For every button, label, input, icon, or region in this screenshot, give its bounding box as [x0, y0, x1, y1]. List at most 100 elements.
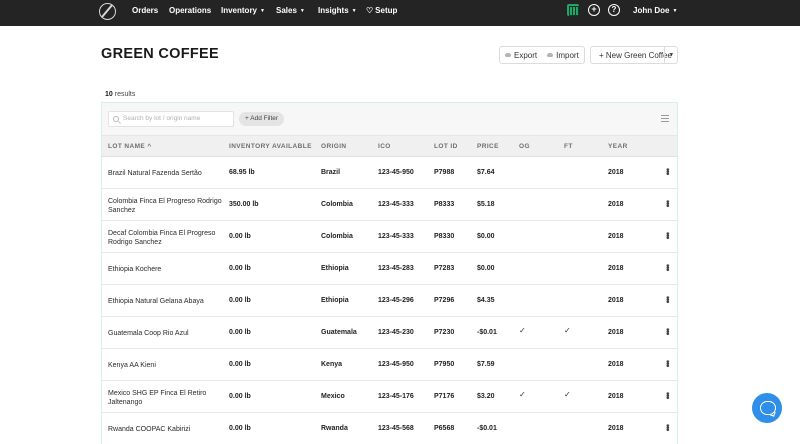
- help-chat-button[interactable]: [752, 393, 782, 423]
- cell-inventory: 68.95 lb: [229, 169, 255, 176]
- cell-price: $7.59: [477, 361, 495, 368]
- table-row[interactable]: Kenya AA Kieni 0.00 lb Kenya 123-45-950 P795…: [102, 349, 677, 381]
- cell-origin: Colombia: [321, 201, 353, 208]
- nav-orders[interactable]: Orders: [132, 6, 158, 15]
- column-header-year[interactable]: YEAR: [608, 143, 628, 150]
- row-actions-kebab-icon[interactable]: •••: [663, 392, 673, 399]
- import-button[interactable]: Import: [542, 47, 584, 63]
- row-actions-kebab-icon[interactable]: •••: [663, 424, 673, 431]
- cell-lot-id: P7296: [434, 297, 455, 304]
- cell-origin: Guatemala: [321, 329, 357, 336]
- cell-price: $3.20: [477, 393, 495, 400]
- nav-sales-label: Sales: [276, 6, 297, 15]
- cell-lot-name[interactable]: Guatemala Coop Rio Azul: [108, 330, 189, 337]
- search-input[interactable]: Search by lot / origin name: [108, 111, 234, 127]
- chevron-down-icon: ▼: [299, 8, 305, 14]
- row-actions-kebab-icon[interactable]: •••: [663, 264, 673, 271]
- cell-lot-id: P7176: [434, 393, 455, 400]
- column-header-lot-id[interactable]: LOT ID: [434, 143, 458, 150]
- column-label: LOT NAME: [108, 143, 146, 150]
- table-row[interactable]: Decaf Colombia Finca El Progreso Rodrigo…: [102, 221, 677, 253]
- table-row[interactable]: Ethiopia Kochere 0.00 lb Ethiopia 123-45-28…: [102, 253, 677, 285]
- chevron-down-icon: ▼: [672, 8, 678, 14]
- cell-lot-name[interactable]: Brazil Natural Fazenda Sertão: [108, 170, 202, 177]
- nav-inventory[interactable]: Inventory ▼: [221, 6, 265, 15]
- cell-ico: 123-45-568: [378, 425, 414, 432]
- column-header-ico[interactable]: ICO: [378, 143, 391, 150]
- cell-origin: Ethiopia: [321, 297, 349, 304]
- cloud-upload-icon: [547, 53, 554, 57]
- cell-inventory: 0.00 lb: [229, 361, 251, 368]
- cell-year: 2018: [608, 425, 624, 432]
- column-header-lot-name[interactable]: LOT NAME ^: [108, 143, 152, 150]
- user-menu[interactable]: John Doe ▼: [633, 6, 677, 15]
- nav-insights[interactable]: Insights ▼: [318, 6, 357, 15]
- cell-price: -$0.01: [477, 425, 497, 432]
- column-header-origin[interactable]: ORIGIN: [321, 143, 347, 150]
- column-header-og[interactable]: OG: [519, 143, 530, 150]
- table-row[interactable]: Ethiopia Natural Gelana Abaya 0.00 lb Ethi…: [102, 285, 677, 317]
- table-row[interactable]: Brazil Natural Fazenda Sertão 68.95 lb Bra…: [102, 157, 677, 189]
- cell-lot-name[interactable]: Ethiopia Kochere: [108, 266, 162, 273]
- cell-lot-id: P8330: [434, 233, 455, 240]
- nav-setup-label: Setup: [375, 6, 398, 15]
- sort-ascending-icon: ^: [147, 143, 152, 150]
- chevron-down-icon[interactable]: ▼: [669, 52, 674, 58]
- nav-operations[interactable]: Operations: [169, 6, 211, 15]
- cell-ico: 123-45-296: [378, 297, 414, 304]
- cell-origin: Brazil: [321, 169, 341, 176]
- organic-check-icon: ✓: [519, 326, 526, 335]
- cell-lot-name[interactable]: Mexico SHG EP Finca El Retiro Jaltenango: [108, 390, 207, 406]
- table-row[interactable]: Colombia Finca El Progreso Rodrigo Sanch…: [102, 189, 677, 221]
- cell-lot-id: P8333: [434, 201, 455, 208]
- cell-ico: 123-45-333: [378, 201, 414, 208]
- top-nav-bar: Orders Operations Inventory ▼ Sales ▼ Insi…: [0, 0, 800, 26]
- cell-year: 2018: [608, 297, 624, 304]
- table-row[interactable]: Guatemala Coop Rio Azul 0.00 lb Guatemala 1…: [102, 317, 677, 349]
- new-green-coffee-button[interactable]: + New Green Coffee ▼: [590, 46, 678, 64]
- table-row[interactable]: Mexico SHG EP Finca El Retiro Jaltenango…: [102, 381, 677, 413]
- cell-ico: 123-45-283: [378, 265, 414, 272]
- user-name: John Doe: [633, 6, 670, 15]
- row-actions-kebab-icon[interactable]: •••: [663, 200, 673, 207]
- cell-inventory: 0.00 lb: [229, 233, 251, 240]
- cell-lot-name[interactable]: Kenya AA Kieni: [108, 362, 156, 369]
- cell-year: 2018: [608, 361, 624, 368]
- column-header-inventory[interactable]: INVENTORY AVAILABLE: [229, 143, 312, 150]
- row-actions-kebab-icon[interactable]: •••: [663, 360, 673, 367]
- export-label: Export: [514, 50, 538, 60]
- cell-lot-name[interactable]: Ethiopia Natural Gelana Abaya: [108, 298, 204, 305]
- spreadsheet-icon[interactable]: [567, 4, 579, 16]
- table-header: LOT NAME ^ INVENTORY AVAILABLE ORIGIN IC…: [102, 135, 677, 157]
- cell-inventory: 0.00 lb: [229, 393, 251, 400]
- cell-lot-id: P7283: [434, 265, 455, 272]
- nav-sales[interactable]: Sales ▼: [276, 6, 305, 15]
- chevron-down-icon: ▼: [351, 8, 357, 14]
- nav-orders-label: Orders: [132, 6, 159, 15]
- row-actions-kebab-icon[interactable]: •••: [663, 296, 673, 303]
- help-circle-icon[interactable]: ?: [608, 4, 620, 16]
- cell-lot-name[interactable]: Colombia Finca El Progreso Rodrigo Sanch…: [108, 198, 222, 214]
- chevron-down-icon: ▼: [260, 8, 265, 14]
- column-settings-icon[interactable]: [661, 115, 669, 123]
- row-actions-kebab-icon[interactable]: •••: [663, 232, 673, 239]
- logo-icon[interactable]: [99, 3, 116, 20]
- cell-origin: Ethiopia: [321, 265, 349, 272]
- row-actions-kebab-icon[interactable]: •••: [663, 168, 673, 175]
- add-filter-button[interactable]: + Add Filter: [239, 112, 285, 126]
- export-button[interactable]: Export: [500, 47, 542, 63]
- nav-setup[interactable]: ♡ Setup: [366, 6, 397, 15]
- table-row[interactable]: Rwanda COOPAC Kabirizi 0.00 lb Rwanda 123-4…: [102, 413, 677, 444]
- cloud-download-icon: [505, 53, 511, 57]
- plus-circle-icon[interactable]: +: [588, 4, 600, 16]
- row-actions-kebab-icon[interactable]: •••: [663, 328, 673, 335]
- cell-inventory: 0.00 lb: [229, 265, 251, 272]
- cell-lot-name[interactable]: Rwanda COOPAC Kabirizi: [108, 426, 191, 433]
- column-header-price[interactable]: PRICE: [477, 143, 499, 150]
- gift-icon: ♡: [366, 6, 374, 15]
- cell-inventory: 0.00 lb: [229, 297, 251, 304]
- cell-lot-name[interactable]: Decaf Colombia Finca El Progreso Rodrigo…: [108, 230, 216, 246]
- column-header-ft[interactable]: FT: [564, 143, 573, 150]
- results-number: 10: [105, 91, 113, 98]
- cell-year: 2018: [608, 169, 624, 176]
